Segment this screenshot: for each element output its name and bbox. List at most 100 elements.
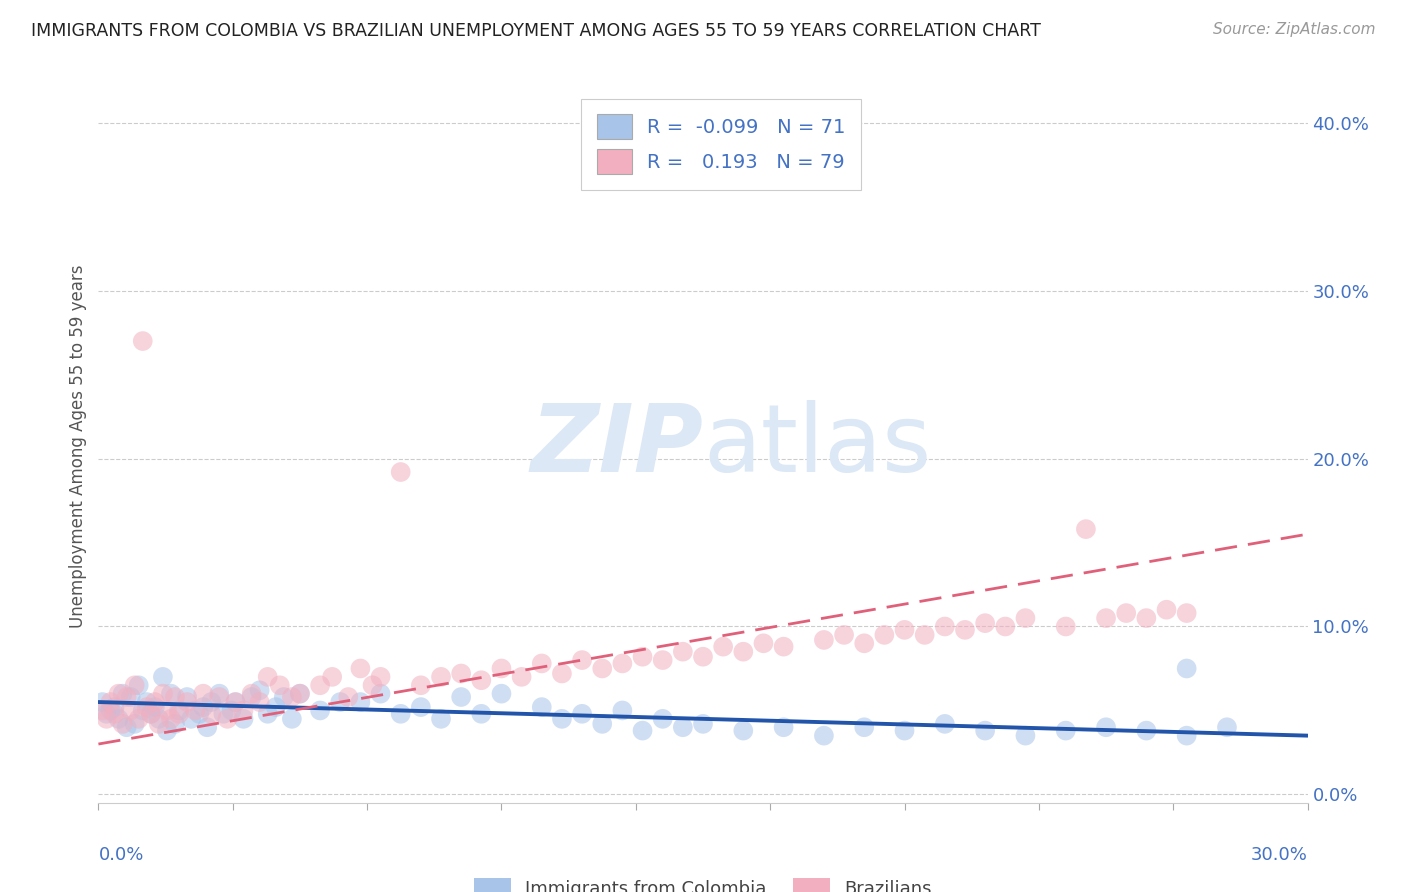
Point (217, 712, 239, 726)
Point (430, 670, 453, 684)
Point (288, 687, 311, 701)
Point (631, 723, 654, 738)
Point (772, 720, 794, 734)
Point (91, 695, 114, 709)
Point (692, 649, 714, 664)
Point (193, 700, 215, 714)
Text: 30.0%: 30.0% (1251, 846, 1308, 863)
Y-axis label: Unemployment Among Ages 55 to 59 years: Unemployment Among Ages 55 to 59 years (69, 264, 87, 628)
Point (571, 706, 593, 721)
Point (240, 687, 263, 701)
Point (103, 706, 125, 721)
Point (1095, 720, 1118, 734)
Point (1014, 611, 1036, 625)
Point (470, 673, 492, 688)
Point (813, 729, 835, 743)
Point (612, 703, 634, 717)
Point (711, 640, 734, 654)
Point (163, 717, 186, 731)
Point (188, 706, 211, 721)
Point (361, 678, 384, 692)
Point (389, 706, 412, 721)
Point (321, 670, 343, 684)
Point (370, 687, 392, 701)
Point (96, 706, 118, 721)
Point (370, 670, 392, 684)
Point (612, 657, 634, 671)
Point (1175, 606, 1198, 620)
Point (264, 700, 287, 714)
Point (329, 695, 352, 709)
Point (1115, 606, 1137, 620)
Point (591, 717, 613, 731)
Point (450, 666, 472, 681)
Point (571, 653, 593, 667)
Point (1135, 611, 1157, 625)
Point (143, 695, 166, 709)
Point (893, 623, 915, 637)
Point (167, 703, 190, 717)
Point (772, 640, 794, 654)
Point (281, 690, 304, 704)
Point (224, 695, 246, 709)
Point (128, 678, 150, 692)
Point (120, 690, 142, 704)
Point (288, 687, 311, 701)
Point (651, 653, 673, 667)
Point (208, 687, 231, 701)
Point (212, 706, 235, 721)
Point (813, 632, 835, 647)
Point (893, 723, 915, 738)
Point (180, 712, 202, 726)
Point (160, 687, 183, 701)
Point (256, 706, 278, 721)
Point (143, 700, 166, 714)
Point (132, 334, 155, 348)
Point (156, 703, 179, 717)
Point (551, 666, 574, 681)
Point (156, 723, 179, 738)
Point (269, 678, 291, 692)
Point (409, 678, 432, 692)
Point (167, 706, 190, 721)
Point (111, 687, 134, 701)
Text: Source: ZipAtlas.com: Source: ZipAtlas.com (1212, 22, 1375, 37)
Point (389, 465, 412, 479)
Point (184, 703, 207, 717)
Point (160, 712, 183, 726)
Point (651, 712, 673, 726)
Point (470, 706, 492, 721)
Point (1054, 619, 1077, 633)
Point (107, 712, 129, 726)
Point (1054, 723, 1077, 738)
Text: atlas: atlas (703, 400, 931, 492)
Text: IMMIGRANTS FROM COLOMBIA VS BRAZILIAN UNEMPLOYMENT AMONG AGES 55 TO 59 YEARS COR: IMMIGRANTS FROM COLOMBIA VS BRAZILIAN UN… (31, 22, 1040, 40)
Point (853, 636, 876, 650)
Point (591, 661, 613, 675)
Point (148, 712, 170, 726)
Point (349, 695, 371, 709)
Point (91, 703, 114, 717)
Point (994, 619, 1017, 633)
Point (100, 703, 122, 717)
Point (672, 720, 695, 734)
Point (124, 678, 146, 692)
Point (135, 695, 157, 709)
Point (195, 720, 218, 734)
Point (135, 700, 157, 714)
Point (124, 717, 146, 731)
Point (232, 712, 254, 726)
Point (115, 690, 138, 704)
Point (224, 695, 246, 709)
Point (193, 687, 215, 701)
Point (120, 703, 142, 717)
Point (853, 720, 876, 734)
Text: 0.0%: 0.0% (98, 846, 143, 863)
Legend: Immigrants from Colombia, Brazilians: Immigrants from Colombia, Brazilians (465, 869, 941, 892)
Point (1216, 720, 1239, 734)
Point (107, 687, 129, 701)
Point (249, 695, 271, 709)
Point (733, 645, 755, 659)
Point (409, 700, 432, 714)
Point (128, 712, 150, 726)
